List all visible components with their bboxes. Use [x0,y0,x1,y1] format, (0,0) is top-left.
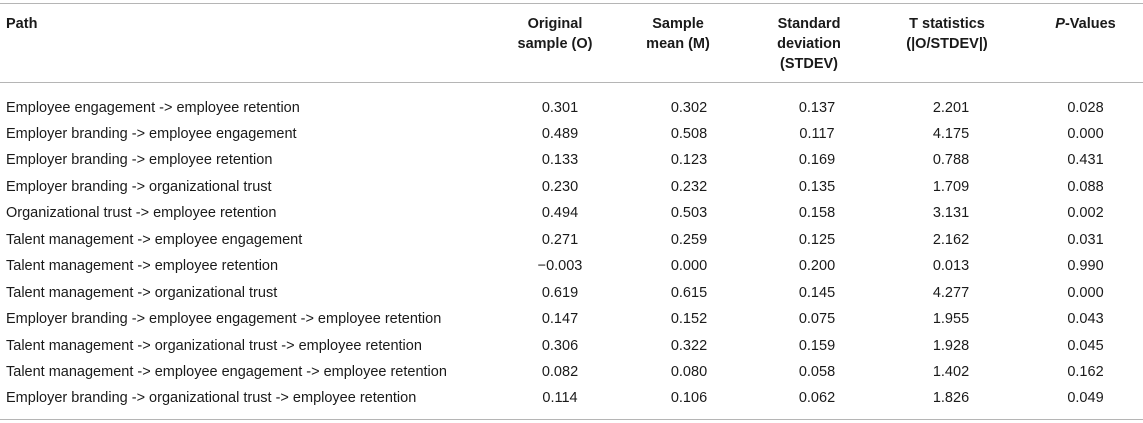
table-row: Employer branding -> organizational trus… [0,174,1143,201]
table-row: Employee engagement -> employee retentio… [0,83,1143,121]
cell-original-sample: 0.301 [541,99,579,116]
cell-original-sample: 0.230 [541,178,579,195]
header-p-italic: P [1055,16,1065,32]
cell-t-statistics: 0.788 [932,152,970,169]
cell-t-statistics: 3.131 [932,205,970,222]
cell-p-value: 0.000 [1067,125,1104,142]
cell-sample-mean: 0.123 [670,152,708,169]
cell-t-statistics: 4.277 [932,284,970,301]
cell-sample-mean: 0.232 [670,178,708,195]
cell-standard-deviation: 0.075 [798,311,836,328]
cell-original-sample: 0.494 [541,205,579,222]
cell-path: Talent management -> employee retention [6,258,279,275]
table-row: Employer branding -> organizational trus… [0,385,1143,420]
cell-t-statistics: 1.709 [932,178,970,195]
header-p-values: P-Values [1010,3,1143,83]
cell-original-sample: 0.114 [480,385,610,420]
table-row: Employer branding -> employee retention 0… [0,147,1143,174]
cell-t-statistics: 1.955 [932,311,970,328]
cell-path: Organizational trust -> employee retenti… [6,205,277,222]
cell-path: Employer branding -> organizational trus… [6,178,272,195]
table-row: Employer branding -> employee engagement… [0,121,1143,148]
cell-sample-mean: 0.152 [670,311,708,328]
cell-original-sample: −0.003 [537,258,583,275]
cell-sample-mean: 0.615 [670,284,708,301]
table-row: Talent management -> employee engagement… [0,227,1143,254]
cell-standard-deviation: 0.058 [798,364,836,381]
header-standard-deviation: Standard deviation (STDEV) [740,3,870,83]
cell-standard-deviation: 0.169 [798,152,836,169]
cell-original-sample: 0.082 [541,364,579,381]
cell-t-statistics: 0.013 [932,258,970,275]
cell-t-statistics: 2.162 [932,231,970,248]
cell-p-value: 0.990 [1067,258,1104,275]
cell-path: Employer branding -> employee retention [6,152,273,169]
cell-original-sample: 0.619 [541,284,579,301]
cell-standard-deviation: 0.135 [798,178,836,195]
header-t-statistics: T statistics (|O/STDEV|) [870,3,1010,83]
cell-sample-mean: 0.302 [670,99,708,116]
cell-path: Employer branding -> employee engagement… [6,311,442,328]
cell-p-value: 0.002 [1067,205,1104,222]
cell-path: Talent management -> organizational trus… [6,337,422,354]
header-sample-mean: Sample mean (M) [610,3,740,83]
cell-original-sample: 0.489 [541,125,579,142]
cell-t-statistics: 1.826 [870,385,1010,420]
cell-path: Employer branding -> employee engagement [6,125,297,142]
cell-t-statistics: 1.928 [932,337,970,354]
cell-p-value: 0.049 [1010,385,1143,420]
header-path: Path [0,3,480,83]
cell-standard-deviation: 0.062 [740,385,870,420]
cell-standard-deviation: 0.125 [798,231,836,248]
cell-sample-mean: 0.508 [670,125,708,142]
cell-p-value: 0.000 [1067,284,1104,301]
cell-t-statistics: 2.201 [932,99,970,116]
cell-sample-mean: 0.080 [670,364,708,381]
cell-path: Talent management -> employee engagement [6,231,303,248]
cell-standard-deviation: 0.159 [798,337,836,354]
cell-original-sample: 0.271 [541,231,579,248]
path-coefficients-table: Path Original sample (O) Sample mean (M)… [0,3,1143,420]
table-body: Employee engagement -> employee retentio… [0,83,1143,420]
cell-sample-mean: 0.106 [610,385,740,420]
cell-path: Employee engagement -> employee retentio… [6,99,300,116]
cell-t-statistics: 4.175 [932,125,970,142]
table-header: Path Original sample (O) Sample mean (M)… [0,3,1143,83]
header-p-suffix: -Values [1064,16,1116,32]
cell-p-value: 0.088 [1067,178,1104,195]
cell-sample-mean: 0.503 [670,205,708,222]
cell-path: Talent management -> employee engagement… [6,364,447,381]
cell-sample-mean: 0.322 [670,337,708,354]
cell-standard-deviation: 0.158 [798,205,836,222]
cell-p-value: 0.031 [1067,231,1104,248]
cell-original-sample: 0.147 [541,311,579,328]
cell-standard-deviation: 0.117 [799,125,835,142]
table-row: Talent management -> employee engagement… [0,359,1143,386]
cell-path: Talent management -> organizational trus… [6,284,278,301]
cell-standard-deviation: 0.145 [798,284,836,301]
cell-t-statistics: 1.402 [932,364,970,381]
cell-p-value: 0.431 [1067,152,1104,169]
cell-original-sample: 0.133 [541,152,579,169]
cell-sample-mean: 0.000 [670,258,708,275]
header-row: Path Original sample (O) Sample mean (M)… [0,3,1143,83]
table-row: Organizational trust -> employee retenti… [0,200,1143,227]
table-row: Employer branding -> employee engagement… [0,306,1143,333]
cell-path: Employer branding -> organizational trus… [0,385,480,420]
table-row: Talent management -> organizational trus… [0,333,1143,360]
cell-original-sample: 0.306 [541,337,579,354]
cell-p-value: 0.043 [1067,311,1104,328]
cell-standard-deviation: 0.200 [798,258,836,275]
cell-p-value: 0.028 [1067,99,1104,116]
cell-sample-mean: 0.259 [670,231,708,248]
table-row: Talent management -> organizational trus… [0,280,1143,307]
header-original-sample: Original sample (O) [480,3,610,83]
cell-p-value: 0.162 [1067,364,1104,381]
cell-p-value: 0.045 [1067,337,1104,354]
table-row: Talent management -> employee retention −… [0,253,1143,280]
cell-standard-deviation: 0.137 [798,99,836,116]
